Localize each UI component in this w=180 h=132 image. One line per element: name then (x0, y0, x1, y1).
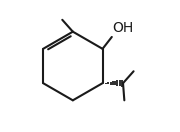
Text: OH: OH (112, 21, 134, 35)
